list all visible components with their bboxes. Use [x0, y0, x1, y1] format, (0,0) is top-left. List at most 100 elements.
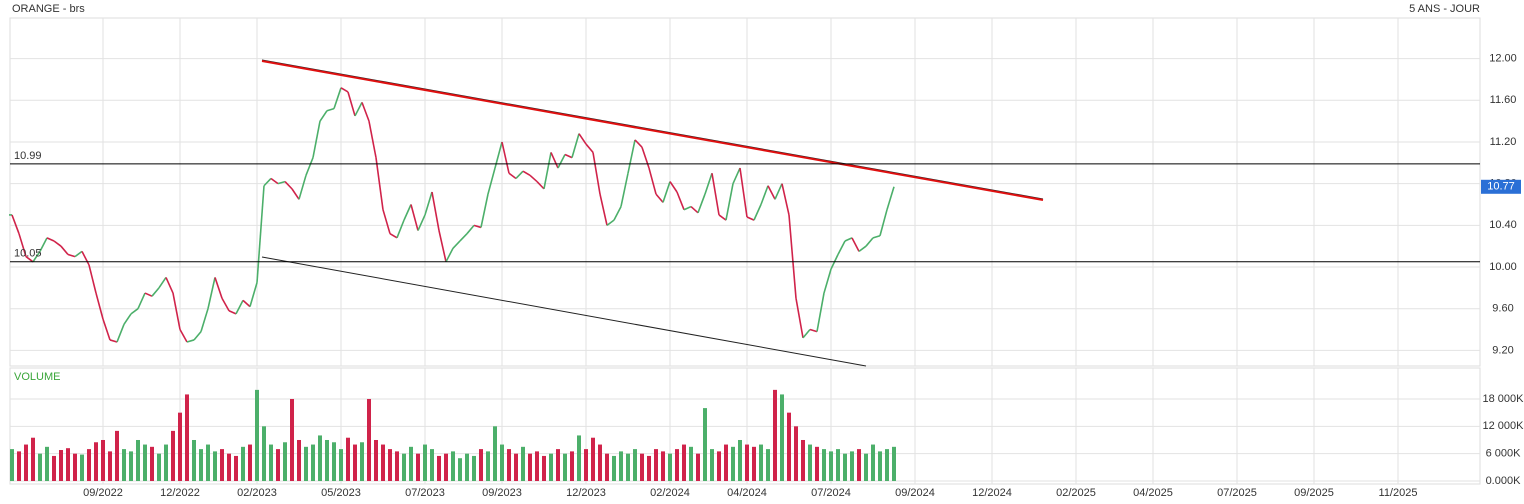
volume-bar — [220, 449, 224, 481]
volume-bar — [815, 446, 819, 481]
price-segment — [375, 157, 384, 210]
volume-bar — [619, 451, 623, 481]
price-segment — [235, 299, 244, 315]
price-segment — [312, 120, 321, 158]
volume-bar — [52, 455, 56, 481]
volume-bar — [465, 453, 469, 481]
price-segment — [739, 167, 748, 218]
price-segment — [473, 224, 482, 229]
price-segment — [844, 237, 853, 242]
x-tick-label: 12/2024 — [972, 487, 1012, 499]
volume-bar — [290, 398, 294, 481]
price-segment — [529, 174, 538, 183]
price-segment — [319, 110, 328, 122]
y-tick-label: 10.40 — [1489, 219, 1517, 231]
x-tick-label: 07/2024 — [811, 487, 851, 499]
volume-bar — [388, 449, 392, 481]
y-tick-label: 11.60 — [1490, 94, 1517, 106]
volume-bar — [248, 444, 252, 481]
volume-bar — [416, 453, 420, 481]
reference-label: 10.05 — [14, 248, 42, 260]
price-segment — [256, 185, 265, 283]
price-segment — [452, 240, 461, 249]
price-segment — [207, 277, 216, 309]
price-segment — [445, 247, 454, 263]
volume-bar — [157, 453, 161, 481]
price-segment — [585, 143, 594, 153]
price-segment — [851, 237, 860, 252]
volume-bar — [101, 439, 105, 481]
price-panel — [9, 17, 1481, 367]
price-segment — [53, 240, 62, 247]
price-segment — [109, 339, 118, 343]
volume-bar — [444, 453, 448, 481]
volume-bar — [598, 444, 602, 481]
x-tick-label: 02/2023 — [237, 487, 277, 499]
price-segment — [648, 167, 657, 195]
volume-bar — [871, 444, 875, 481]
x-tick-label: 05/2023 — [321, 487, 361, 499]
price-segment — [137, 292, 146, 310]
trend-line — [261, 60, 1044, 201]
volume-bar — [353, 444, 357, 481]
volume-bar — [409, 446, 413, 481]
volume-bar — [213, 451, 217, 481]
price-segment — [676, 191, 685, 211]
volume-bar — [262, 426, 266, 481]
price-segment — [333, 87, 342, 109]
volume-bar — [94, 442, 98, 481]
price-segment — [578, 133, 587, 145]
price-segment — [368, 120, 377, 158]
y-tick-label: 18 000K — [1483, 393, 1524, 405]
price-segment — [298, 175, 307, 200]
volume-bar — [528, 453, 532, 481]
y-tick-label: 9.60 — [1492, 303, 1513, 315]
price-segment — [774, 183, 783, 200]
price-segment — [263, 177, 272, 187]
volume-bar — [178, 412, 182, 481]
volume-bar — [24, 444, 28, 481]
price-segment — [606, 219, 615, 226]
volume-bar — [80, 454, 84, 481]
price-segment — [417, 214, 426, 231]
price-segment — [872, 234, 881, 239]
price-segment — [480, 193, 489, 228]
price-segment — [823, 268, 832, 294]
volume-bar — [843, 453, 847, 481]
volume-bar — [325, 439, 329, 481]
price-segment — [354, 102, 363, 117]
volume-bar — [507, 449, 511, 481]
volume-bar — [822, 449, 826, 481]
volume-bar — [346, 437, 350, 481]
price-segment — [277, 180, 286, 185]
volume-bar — [633, 449, 637, 481]
price-segment — [690, 205, 699, 214]
price-segment — [389, 232, 398, 239]
volume-bar — [857, 449, 861, 481]
price-segment — [501, 141, 510, 174]
volume-bar — [787, 412, 791, 481]
trend-line — [261, 256, 867, 367]
volume-bar — [73, 453, 77, 481]
volume-bar — [311, 444, 315, 481]
price-segment — [81, 251, 90, 266]
volume-bar — [339, 449, 343, 481]
volume-bar — [556, 449, 560, 481]
x-tick-label: 12/2023 — [566, 487, 606, 499]
volume-bar — [66, 448, 70, 481]
volume-bar — [752, 446, 756, 481]
price-segment — [543, 152, 552, 190]
price-segment — [683, 205, 692, 211]
x-tick-label: 07/2025 — [1217, 487, 1257, 499]
chart-subtitle: 5 ANS - JOUR — [1409, 3, 1480, 15]
price-segment — [564, 153, 573, 159]
price-segment — [361, 102, 370, 122]
price-segment — [760, 185, 769, 205]
price-segment — [18, 233, 27, 257]
price-segment — [557, 154, 566, 169]
price-segment — [858, 245, 867, 253]
price-segment — [95, 292, 104, 320]
volume-bar — [423, 444, 427, 481]
price-segment — [599, 193, 608, 226]
